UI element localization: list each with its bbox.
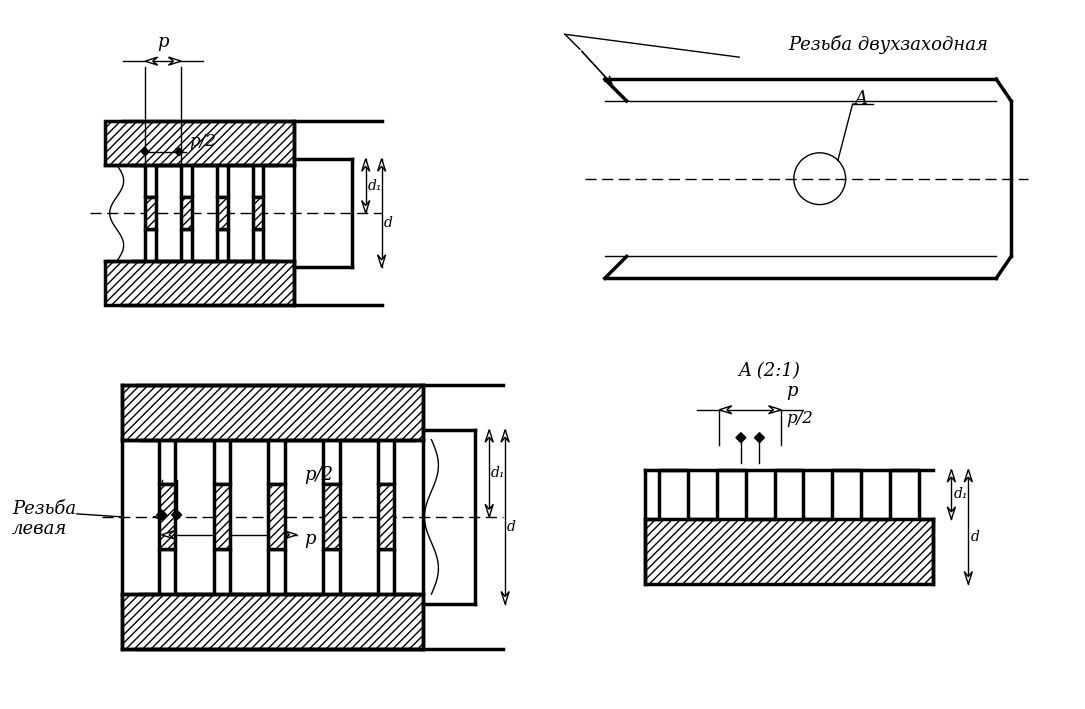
Polygon shape [145,196,156,230]
Polygon shape [947,469,956,482]
Polygon shape [501,430,509,442]
Bar [105,262,294,305]
Text: A (2:1): A (2:1) [738,362,800,380]
Bar [122,594,423,649]
Polygon shape [175,147,183,156]
Polygon shape [378,484,394,549]
Text: p: p [786,382,797,400]
Text: Резьба: Резьба [12,500,76,518]
Polygon shape [736,432,745,442]
Text: p/2: p/2 [304,466,333,484]
Polygon shape [485,504,494,517]
Text: A: A [855,90,868,108]
Polygon shape [162,531,174,539]
Polygon shape [768,406,781,414]
Polygon shape [253,196,264,230]
Text: p/2: p/2 [189,133,216,150]
Bar [122,385,423,440]
Polygon shape [145,57,157,65]
Polygon shape [217,196,228,230]
Text: d₁: d₁ [368,179,382,193]
Polygon shape [168,57,181,65]
Bar [105,262,294,305]
Bar [105,121,294,164]
Text: d: d [384,216,393,230]
Text: d₁: d₁ [492,467,506,480]
Bar [105,121,294,164]
Polygon shape [485,430,494,442]
Bar [644,520,933,584]
Polygon shape [268,484,284,549]
Polygon shape [378,255,385,267]
Bar [122,385,423,440]
Polygon shape [378,159,385,172]
Polygon shape [284,531,297,539]
Text: p/2: p/2 [786,410,813,427]
Polygon shape [719,406,732,414]
Polygon shape [323,484,340,549]
Text: d: d [507,520,516,534]
Text: p: p [157,33,169,51]
Text: d₁: d₁ [954,488,968,501]
Polygon shape [181,196,192,230]
Polygon shape [361,201,370,213]
Polygon shape [214,484,230,549]
Text: p: p [304,530,316,548]
Text: d: d [970,530,979,544]
Polygon shape [947,507,956,520]
Polygon shape [754,432,765,442]
Polygon shape [158,484,175,549]
Polygon shape [501,591,509,604]
Polygon shape [965,571,972,584]
Polygon shape [141,147,149,156]
Polygon shape [361,159,370,172]
Polygon shape [965,469,972,482]
Polygon shape [156,510,167,520]
Polygon shape [171,510,181,520]
Text: левая: левая [12,520,67,538]
Text: Резьба двухзаходная: Резьба двухзаходная [789,35,988,54]
Bar [122,594,423,649]
Bar [644,520,933,584]
